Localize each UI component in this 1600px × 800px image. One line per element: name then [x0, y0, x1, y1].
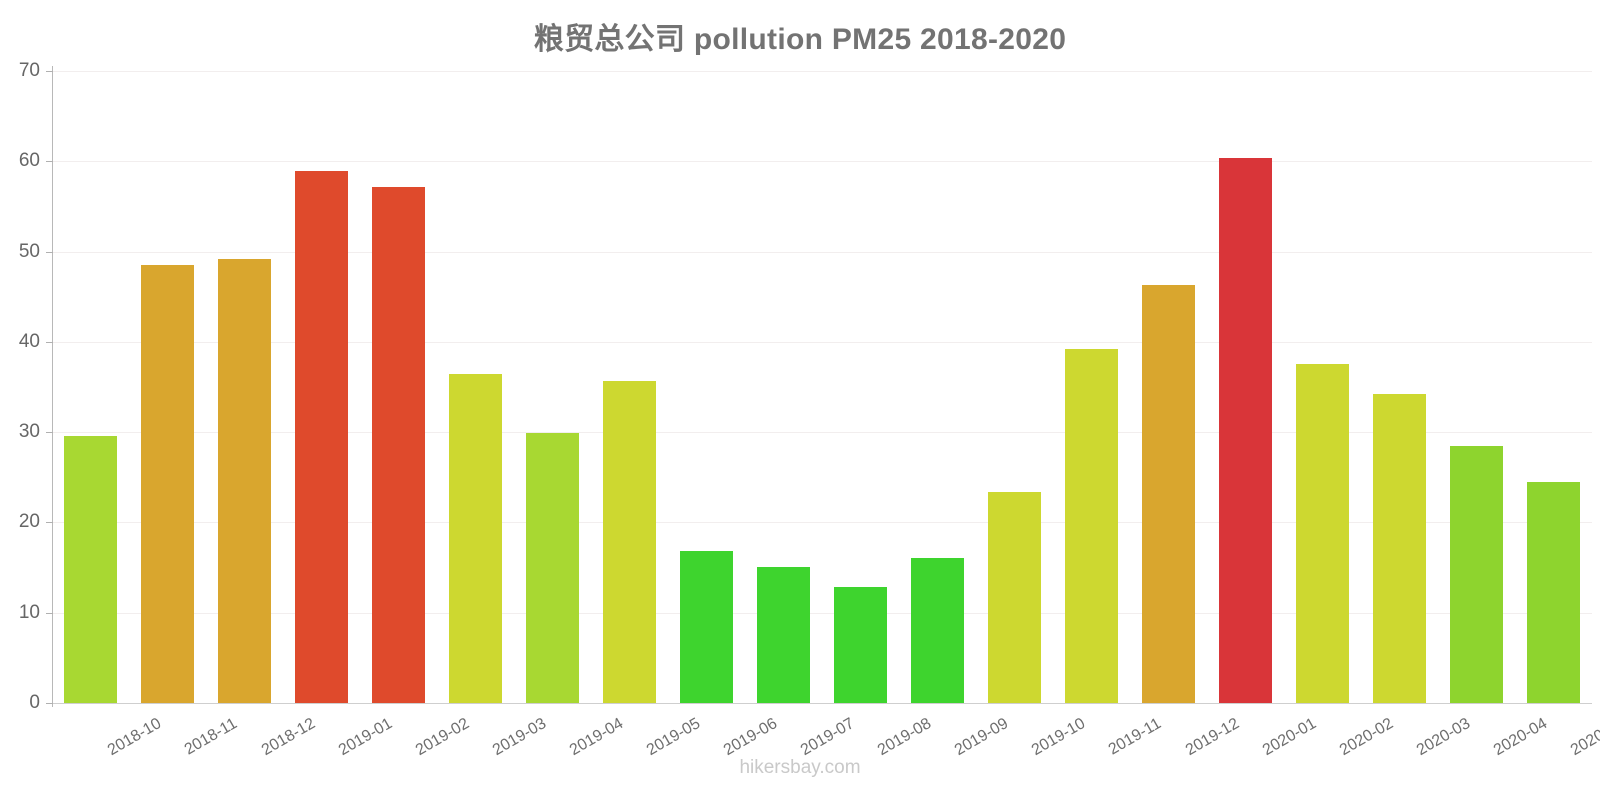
x-tick-label: 2019-04 — [566, 715, 627, 760]
bar-2019-05[interactable] — [602, 380, 657, 703]
x-tick-label: 2020-05 — [1567, 715, 1600, 760]
bar-2019-07[interactable] — [756, 566, 811, 703]
y-tick-label: 40 — [18, 330, 40, 352]
x-tick-label: 2019-03 — [489, 715, 550, 760]
chart-title: 粮贸总公司 pollution PM25 2018-2020 — [533, 23, 1067, 56]
x-tick-label: 2019-02 — [412, 715, 473, 760]
x-tick-label: 2019-01 — [335, 715, 396, 760]
bar-2019-01[interactable] — [294, 171, 349, 703]
bar-2020-05[interactable] — [1526, 481, 1581, 703]
x-tick-label: 2019-10 — [1028, 715, 1089, 760]
bar-2018-10[interactable] — [63, 435, 118, 703]
x-tick-label: 2018-12 — [258, 715, 319, 760]
bar-2020-04[interactable] — [1449, 445, 1504, 703]
gridline — [52, 612, 1592, 614]
bar-2020-01[interactable] — [1218, 157, 1273, 703]
bar-2019-09[interactable] — [910, 557, 965, 703]
x-tick-label: 2019-09 — [951, 715, 1012, 760]
y-tick-mark — [46, 432, 53, 434]
y-tick-label: 50 — [18, 240, 40, 262]
bar-2019-08[interactable] — [833, 587, 888, 703]
x-tick-label: 2020-02 — [1336, 715, 1397, 760]
x-tick-label: 2018-11 — [181, 715, 240, 759]
x-tick-label: 2020-04 — [1490, 715, 1551, 760]
x-tick-label: 2019-11 — [1105, 715, 1164, 759]
plot-area — [52, 71, 1592, 704]
y-tick-label: 30 — [18, 421, 40, 443]
y-tick-label: 20 — [18, 511, 40, 533]
x-tick-label: 2020-03 — [1413, 715, 1474, 760]
bar-2020-02[interactable] — [1295, 364, 1350, 703]
gridline — [52, 161, 1592, 163]
gridline — [52, 522, 1592, 524]
y-tick-mark — [46, 71, 53, 72]
bar-2019-10[interactable] — [987, 491, 1042, 703]
x-tick-label: 2019-08 — [874, 715, 935, 760]
bar-2019-02[interactable] — [371, 187, 426, 703]
bar-2018-12[interactable] — [217, 258, 272, 703]
bar-2019-11[interactable] — [1064, 349, 1119, 703]
y-tick-mark — [46, 341, 53, 343]
bar-2018-11[interactable] — [140, 265, 195, 703]
x-tick-label: 2019-12 — [1182, 715, 1243, 760]
gridline — [52, 71, 1592, 72]
x-tick-label: 2019-06 — [720, 715, 781, 760]
y-tick-label: 0 — [29, 692, 40, 713]
y-tick-label: 60 — [18, 150, 40, 172]
y-tick-label: 10 — [18, 601, 40, 623]
y-tick-mark — [46, 251, 53, 253]
bar-2019-12[interactable] — [1141, 284, 1196, 703]
y-tick-mark — [46, 612, 53, 614]
x-tick-label: 2019-05 — [643, 715, 704, 760]
gridline — [52, 251, 1592, 253]
footer-credit: hikersbay.com — [739, 757, 861, 778]
x-tick-label: 2020-01 — [1259, 715, 1320, 760]
y-tick-mark — [46, 522, 53, 524]
bar-2019-03[interactable] — [448, 374, 503, 703]
bar-2020-03[interactable] — [1372, 394, 1427, 703]
bar-2019-06[interactable] — [679, 551, 734, 703]
bar-2019-04[interactable] — [525, 433, 580, 703]
y-tick-mark — [46, 161, 53, 163]
y-axis-labels: 0 10 20 30 40 50 60 70 — [0, 60, 40, 713]
y-axis-line — [52, 66, 53, 707]
y-tick-mark — [46, 703, 53, 704]
gridline — [52, 341, 1592, 343]
gridline — [52, 432, 1592, 434]
y-tick-label: 70 — [18, 60, 40, 81]
x-tick-label: 2018-10 — [104, 715, 165, 760]
x-tick-label: 2019-07 — [797, 715, 858, 760]
gridline — [52, 703, 1592, 704]
